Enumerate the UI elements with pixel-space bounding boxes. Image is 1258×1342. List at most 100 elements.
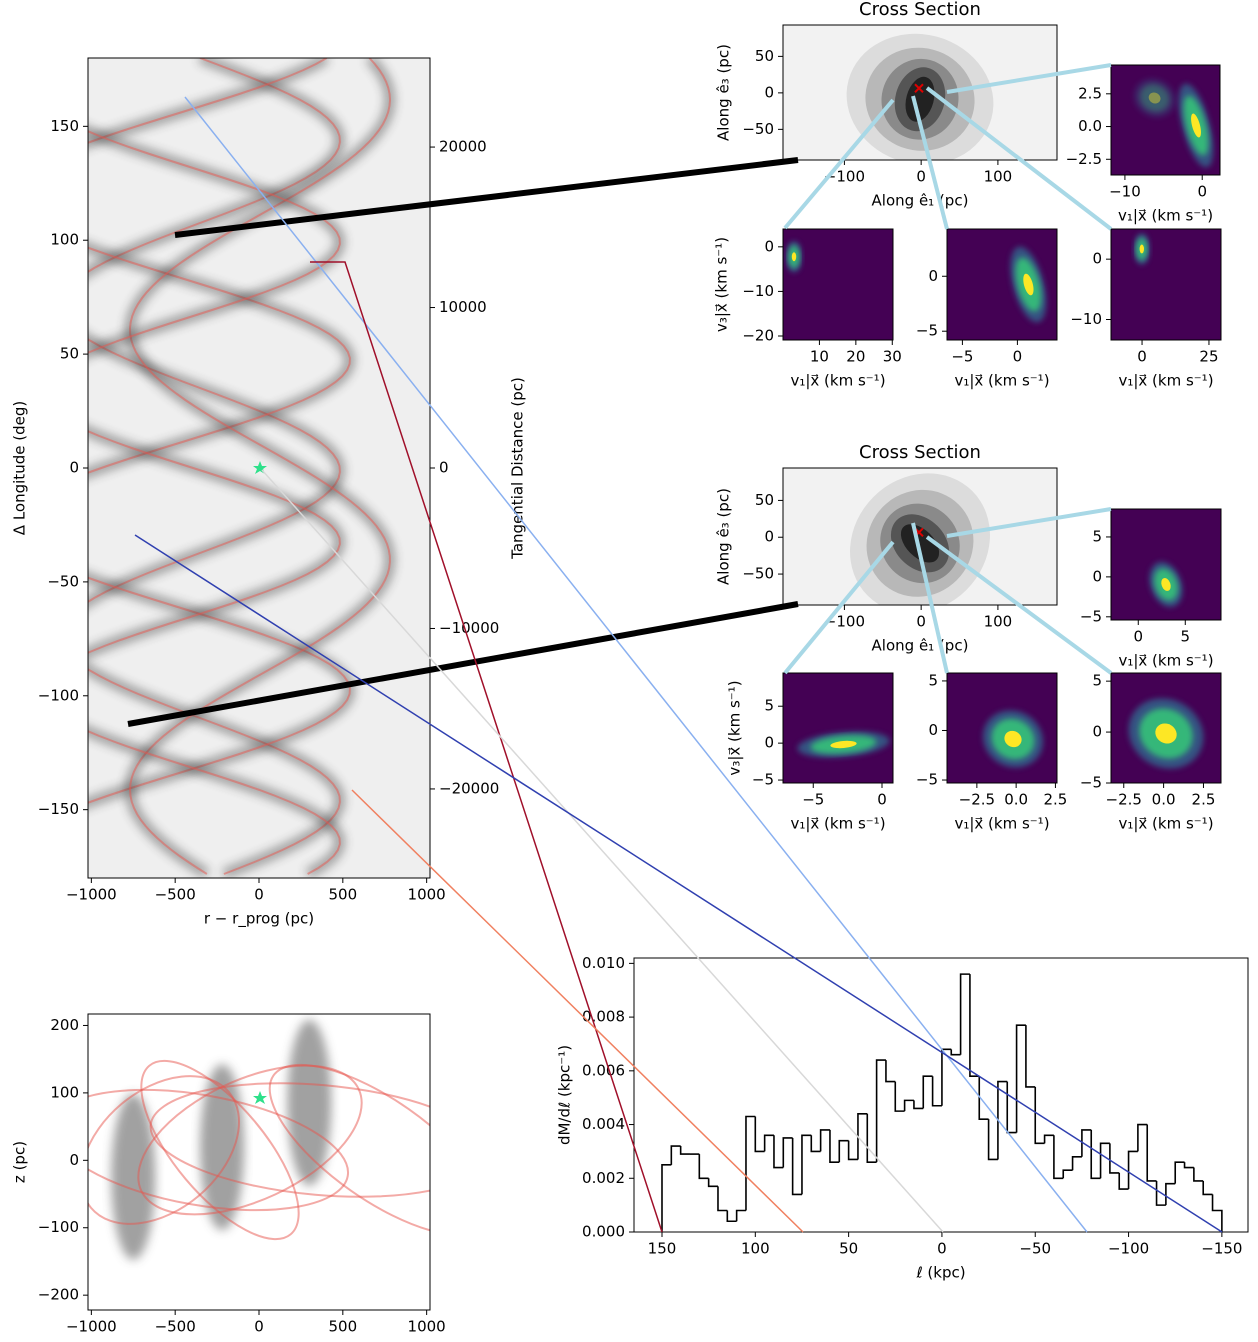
plot-area xyxy=(1111,229,1221,340)
histogram-bin xyxy=(763,1134,774,1152)
y-tick-label: −10 xyxy=(742,282,774,300)
x-tick-label: 20 xyxy=(846,348,865,366)
y-tick-label: −100 xyxy=(38,1218,79,1236)
y2-tick-label: 10000 xyxy=(439,298,487,316)
histogram-bin xyxy=(1137,1123,1148,1152)
histogram-bin xyxy=(1127,1150,1138,1190)
y2-tick-label: 20000 xyxy=(439,138,487,156)
y-axis-label: z (pc) xyxy=(11,1141,29,1183)
y-tick-label: 0 xyxy=(69,1151,79,1169)
orbit-loop xyxy=(88,1088,350,1212)
histogram-bin xyxy=(866,1113,877,1163)
x-axis-label: v₁|x⃗ (km s⁻¹) xyxy=(1118,207,1213,225)
x-tick-label: 2.5 xyxy=(1043,791,1067,809)
histogram-bin xyxy=(894,1081,905,1112)
x-tick-label: 10 xyxy=(810,348,829,366)
cross-marker xyxy=(914,83,924,93)
x-axis-label: v₁|x⃗ (km s⁻¹) xyxy=(954,372,1049,390)
x-axis-label: v₁|x⃗ (km s⁻¹) xyxy=(1118,372,1213,390)
histogram-bin xyxy=(782,1137,793,1168)
plot-area xyxy=(88,58,430,878)
x-tick-label: −500 xyxy=(155,886,196,904)
x-tick-label: −5 xyxy=(951,348,973,366)
panel-title: Cross Section xyxy=(859,0,981,20)
y-tick-label: 0 xyxy=(764,734,774,752)
y2-tick-label: −20000 xyxy=(439,779,499,797)
x-axis-label: v₁|x⃗ (km s⁻¹) xyxy=(1118,652,1213,670)
x-tick-label: 100 xyxy=(984,168,1013,186)
density-peak xyxy=(830,740,857,749)
x-tick-label: −1000 xyxy=(66,1318,117,1336)
histogram-bin xyxy=(1081,1129,1092,1157)
x-tick-label: 0.0 xyxy=(1152,791,1176,809)
panel: 0 5 −5 0 5 v₁|x⃗ (km s⁻¹) xyxy=(1080,508,1222,670)
x-axis-label: Along ê₁ (pc) xyxy=(872,637,969,655)
histogram-bin xyxy=(931,1076,942,1107)
x-tick-label: 0.0 xyxy=(1004,791,1028,809)
histogram-bin xyxy=(726,1210,737,1223)
histogram-bin xyxy=(717,1186,728,1212)
y-tick-label: 200 xyxy=(50,1016,79,1034)
connector xyxy=(911,522,949,674)
y-axis-label: Along ê₃ (pc) xyxy=(715,488,733,585)
background-density xyxy=(1111,229,1221,340)
x-tick-label: 1000 xyxy=(408,1318,446,1336)
x-tick-label: 0 xyxy=(916,613,926,631)
x-tick-label: −10 xyxy=(1109,183,1141,201)
axes-frame xyxy=(1110,672,1222,784)
x-tick-label: 500 xyxy=(329,886,358,904)
x-tick-label: 0 xyxy=(877,791,887,809)
histogram-bin xyxy=(1155,1180,1166,1206)
x-tick-label: 0 xyxy=(937,1240,947,1258)
x-tick-label: 100 xyxy=(984,613,1013,631)
y-tick-label: 0 xyxy=(764,528,774,546)
progenitor-star xyxy=(253,1091,267,1104)
histogram-bin xyxy=(987,1119,998,1161)
y-tick-label: −5 xyxy=(916,771,938,789)
orbit-loop xyxy=(140,1059,300,1241)
x-axis-label: v₁|x⃗ (km s⁻¹) xyxy=(790,815,885,833)
connector xyxy=(351,789,804,1233)
y-tick-label: 5 xyxy=(1092,672,1102,690)
y-tick-label: −20 xyxy=(742,326,774,344)
x-tick-label: −100 xyxy=(824,613,865,631)
x-tick-label: 500 xyxy=(329,1318,358,1336)
x-tick-label: −2.5 xyxy=(1106,791,1142,809)
density-peak xyxy=(791,252,797,262)
histogram-bin xyxy=(735,1209,746,1222)
density-peak xyxy=(1155,723,1177,744)
plot-area xyxy=(88,1019,430,1260)
axes-frame xyxy=(1110,508,1222,621)
histogram-bin xyxy=(1090,1129,1101,1180)
y-tick-label: 0.008 xyxy=(582,1008,625,1026)
y-tick-label: −5 xyxy=(1080,607,1102,625)
x-tick-label: −500 xyxy=(155,1318,196,1336)
density-core xyxy=(1139,84,1170,112)
connector-lines xyxy=(127,63,1223,1233)
x-tick-label: 0 xyxy=(1013,348,1023,366)
plot-area xyxy=(947,673,1057,783)
plots: −1000 −500 0 500 1000−150−100−50050100150−20… xyxy=(11,0,1249,1342)
histogram-bin xyxy=(1211,1194,1223,1232)
histogram-bin xyxy=(1202,1180,1213,1196)
x-tick-label: 0 xyxy=(1133,628,1143,646)
x-axis-label: r − r_prog (pc) xyxy=(204,910,314,929)
orbit-curve xyxy=(88,58,351,804)
connector xyxy=(925,535,1113,675)
y-tick-label: 0 xyxy=(1092,567,1102,585)
density-blob xyxy=(111,1093,156,1260)
histogram-bin xyxy=(745,1115,756,1211)
y-tick-label: 5 xyxy=(1092,527,1102,545)
histogram-bin xyxy=(847,1140,858,1161)
histogram-bin xyxy=(698,1154,709,1180)
histogram-bin xyxy=(754,1116,765,1153)
axes-frame xyxy=(946,672,1058,784)
histogram-bin xyxy=(661,1164,672,1232)
y-tick-label: −5 xyxy=(1080,774,1102,792)
x-axis-label: ℓ (kpc) xyxy=(915,1264,965,1282)
x-axis-label: Along ê₁ (pc) xyxy=(872,192,969,210)
histogram-bin xyxy=(950,1049,961,1056)
histogram-bin xyxy=(670,1145,681,1165)
y-tick-label: −100 xyxy=(38,686,79,704)
